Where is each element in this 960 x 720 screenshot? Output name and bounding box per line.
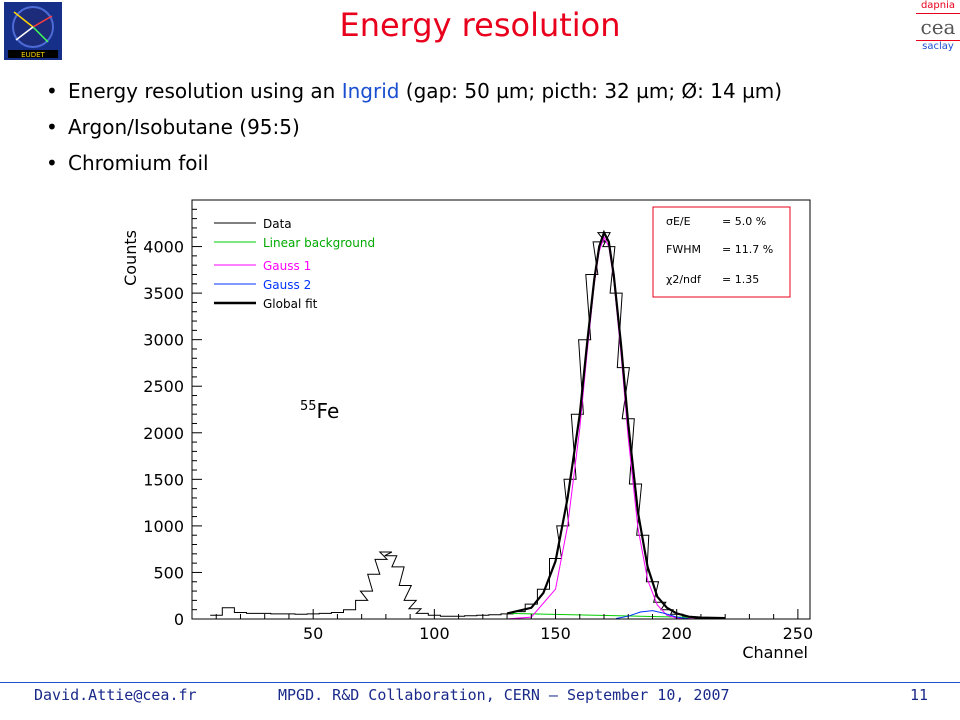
isotope-mass-number: 55 [300, 399, 317, 414]
isotope-annotation: 55Fe [300, 399, 339, 423]
isotope-symbol: Fe [317, 399, 340, 423]
stats-sigma-value: = 5.0 % [722, 215, 766, 228]
eudet-logo: EUDET [4, 2, 62, 60]
stats-box: σE/E = 5.0 % FWHM = 11.7 % χ2/ndf = 1.35 [652, 206, 791, 298]
legend: Data Linear background Gauss 1 Gauss 2 G… [214, 217, 375, 311]
logo-cea: cea [920, 15, 956, 39]
y-tick-label: 1000 [143, 517, 184, 536]
stats-chi2-label: χ2/ndf [666, 273, 702, 286]
footer-page: 11 [910, 686, 929, 704]
logo-saclay: saclay [916, 40, 960, 54]
legend-global-fit: Global fit [263, 297, 318, 311]
stats-chi2-value: = 1.35 [722, 273, 759, 286]
y-tick-label: 1500 [143, 470, 184, 489]
series-data [210, 232, 732, 620]
logo-dapnia: dapnia [916, 0, 960, 14]
footer-divider [0, 682, 960, 683]
cea-logo: dapnia cea saclay [916, 0, 960, 60]
energy-spectrum-chart: 0 500 1000 1500 2000 2500 3000 3500 4000 50 100 150… [121, 199, 814, 662]
x-tick-label: 250 [783, 624, 814, 643]
x-tick-label: 150 [540, 624, 571, 643]
x-axis-title: Channel [742, 643, 808, 662]
x-tick-label: 100 [419, 624, 450, 643]
y-tick-label: 3500 [143, 284, 184, 303]
y-axis-title: Counts [121, 230, 140, 286]
series-global-fit [506, 229, 726, 620]
legend-gauss1: Gauss 1 [263, 259, 311, 273]
legend-gauss2: Gauss 2 [263, 278, 311, 292]
bullet-list: Energy resolution using an Ingrid (gap: … [46, 78, 782, 186]
stats-fwhm-value: = 11.7 % [722, 243, 773, 256]
y-tick-label: 0 [174, 610, 184, 629]
bullet-item: Argon/Isobutane (95:5) [46, 114, 782, 150]
stats-sigma-label: σE/E [666, 215, 691, 228]
stats-fwhm-label: FWHM [666, 243, 701, 256]
y-tick-label: 500 [153, 563, 184, 582]
eudet-logo-text: EUDET [21, 51, 45, 59]
x-tick-label: 50 [303, 624, 323, 643]
legend-data: Data [263, 217, 292, 231]
x-tick-label: 200 [661, 624, 692, 643]
slide-title: Energy resolution [339, 6, 621, 44]
bullet-item: Energy resolution using an Ingrid (gap: … [46, 78, 782, 114]
y-tick-label: 2500 [143, 377, 184, 396]
footer-event: MPGD. R&D Collaboration, CERN – Septembe… [278, 686, 730, 704]
footer-email: David.Attie@cea.fr [34, 686, 197, 704]
y-tick-label: 4000 [143, 238, 184, 257]
y-tick-label: 3000 [143, 331, 184, 350]
bullet-item: Chromium foil [46, 150, 782, 186]
plot-frame [191, 199, 811, 620]
legend-linear-background: Linear background [263, 236, 375, 250]
y-tick-label: 2000 [143, 424, 184, 443]
